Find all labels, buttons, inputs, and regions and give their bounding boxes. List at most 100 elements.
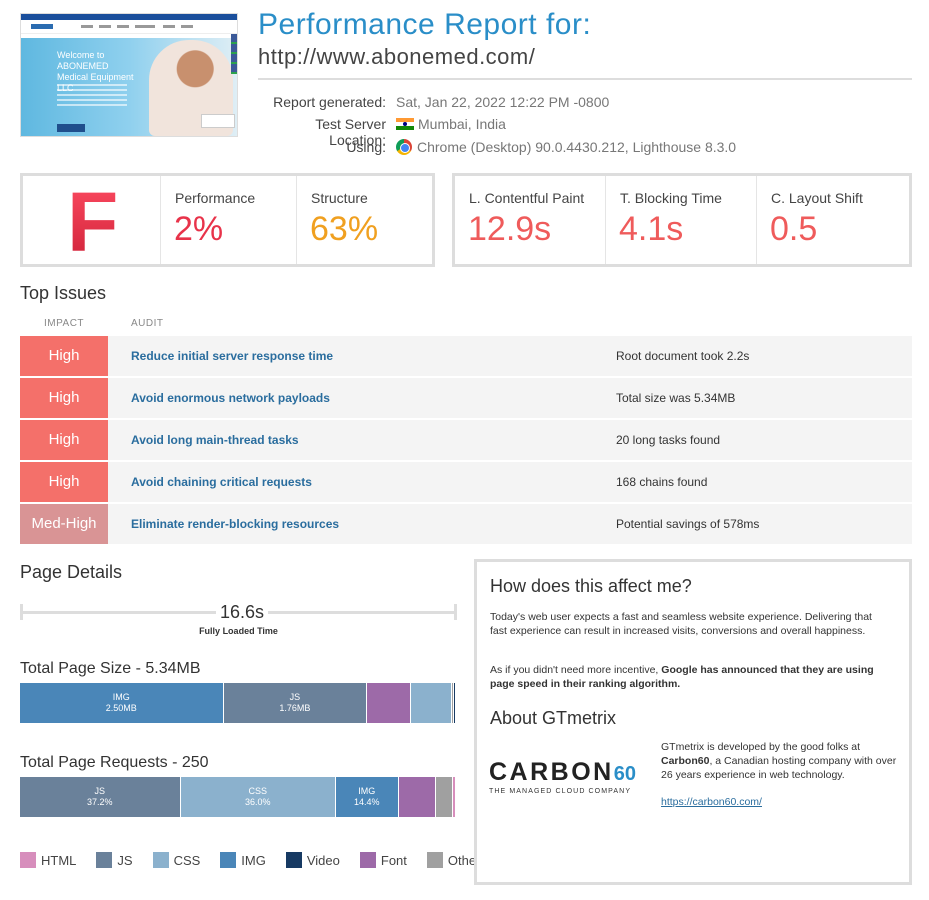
audit-title[interactable]: Avoid long main-thread tasks	[131, 433, 299, 447]
legend-item-font: Font	[359, 852, 407, 868]
about-heading: About GTmetrix	[490, 708, 617, 728]
lcp-label: L. Contentful Paint	[469, 190, 585, 206]
segment-type: CSS	[248, 786, 268, 796]
performance-value: 2%	[174, 210, 224, 248]
about-paragraph: GTmetrix is developed by the good folks …	[661, 740, 901, 782]
legend-swatch	[20, 852, 36, 868]
cls-value: 0.5	[770, 210, 818, 248]
bar-segment-font	[398, 777, 437, 817]
audit-title[interactable]: Reduce initial server response time	[131, 349, 334, 363]
about-text-c: , a Canadian hosting company with over 2…	[661, 755, 897, 781]
impact-badge: High	[20, 378, 108, 418]
bar-segment-video	[454, 683, 457, 723]
carbon60-logo: CARBON60 THE MANAGED CLOUD COMPANY	[489, 758, 636, 795]
legend-item-video: Video	[285, 852, 340, 868]
using-text: Chrome (Desktop) 90.0.4430.212, Lighthou…	[417, 139, 737, 155]
issue-row[interactable]: High Avoid chaining critical requests 16…	[20, 462, 912, 502]
segment-type: JS	[94, 786, 106, 796]
bar-segment-other	[436, 777, 454, 817]
audit-title[interactable]: Avoid enormous network payloads	[131, 391, 330, 405]
cls-label: C. Layout Shift	[771, 190, 863, 206]
legend-item-other: Other	[426, 852, 481, 868]
impact-badge: Med-High	[20, 504, 108, 544]
audit-title[interactable]: Avoid chaining critical requests	[131, 475, 312, 489]
carbon60-link[interactable]: https://carbon60.com/	[661, 796, 762, 808]
using-value: Chrome (Desktop) 90.0.4430.212, Lighthou…	[396, 139, 736, 155]
tbt-cell: T. Blocking Time 4.1s	[606, 176, 757, 264]
carbon-logo-number: 60	[613, 763, 636, 785]
issue-row[interactable]: High Avoid enormous network payloads Tot…	[20, 378, 912, 418]
legend-label: Other	[447, 852, 481, 868]
legend-swatch	[426, 852, 443, 868]
server-location-label: Test Server Location:	[315, 116, 386, 148]
audit-detail: Total size was 5.34MB	[616, 391, 736, 405]
web-vitals-panel: L. Contentful Paint 12.9s T. Blocking Ti…	[452, 173, 912, 267]
legend-label: Font	[380, 852, 407, 868]
audit-column-header: AUDIT	[131, 318, 164, 329]
audit-detail: Potential savings of 578ms	[616, 517, 760, 531]
segment-type: IMG	[112, 692, 130, 702]
header-divider	[258, 78, 912, 80]
legend-swatch	[96, 852, 113, 868]
structure-value: 63%	[310, 210, 379, 248]
grade-cell: F	[23, 175, 161, 269]
legend-item-css: CSS	[152, 852, 201, 868]
issue-row[interactable]: High Reduce initial server response time…	[20, 336, 912, 376]
legend-swatch	[220, 852, 237, 868]
server-location-text: Mumbai, India	[418, 116, 506, 132]
tbt-label: T. Blocking Time	[620, 190, 722, 206]
affect-paragraph-2: As if you didn't need more incentive, Go…	[490, 663, 890, 691]
thumbnail-nav	[21, 20, 237, 34]
legend-label: HTML	[41, 852, 77, 868]
audit-detail: Root document took 2.2s	[616, 349, 750, 363]
page-requests-bar: JS 37.2% CSS 36.0% IMG 14.4%	[20, 777, 456, 817]
structure-label: Structure	[311, 190, 368, 206]
cls-cell: C. Layout Shift 0.5	[757, 176, 909, 264]
server-location-value: Mumbai, India	[396, 116, 506, 132]
report-title: Performance Report for:	[258, 8, 592, 41]
legend-swatch	[359, 852, 376, 868]
legend-swatch	[285, 852, 302, 868]
legend-swatch	[152, 852, 169, 868]
affect-paragraph-1: Today's web user expects a fast and seam…	[490, 611, 872, 637]
segment-type: JS	[289, 692, 301, 702]
segment-value: 14.4%	[354, 797, 380, 807]
bar-segment-other	[452, 683, 455, 723]
segment-value: 2.50MB	[105, 703, 137, 713]
audit-detail: 20 long tasks found	[616, 433, 721, 447]
tbt-value: 4.1s	[619, 210, 684, 248]
bar-segment-img: IMG 14.4%	[336, 777, 399, 817]
affect-paragraph-2-bold: Google has announced that they are using…	[490, 664, 874, 690]
site-screenshot-thumbnail: Welcome to ABONEMED Medical Equipment LL…	[20, 13, 238, 137]
audit-title[interactable]: Eliminate render-blocking resources	[131, 517, 340, 531]
performance-cell: Performance 2%	[161, 176, 297, 264]
india-flag-icon	[396, 118, 414, 130]
segment-value: 1.76MB	[279, 703, 311, 713]
issue-row[interactable]: High Avoid long main-thread tasks 20 lon…	[20, 420, 912, 460]
page-size-bar: IMG 2.50MB JS 1.76MB	[20, 683, 457, 723]
audit-detail: 168 chains found	[616, 475, 708, 489]
resource-legend: HTML JS CSS IMG Video Font Other	[20, 852, 500, 868]
segment-type: IMG	[358, 786, 376, 796]
fully-loaded-value: 16.6s	[216, 602, 269, 623]
chrome-icon	[396, 139, 412, 155]
issue-row[interactable]: Med-High Eliminate render-blocking resou…	[20, 504, 912, 544]
lcp-value: 12.9s	[468, 210, 552, 248]
fully-loaded-timeline: 16.6s	[20, 600, 457, 623]
segment-value: 37.2%	[86, 797, 113, 807]
top-issues-heading: Top Issues	[20, 283, 107, 303]
fully-loaded-label: Fully Loaded Time	[199, 626, 278, 636]
structure-cell: Structure 63%	[297, 176, 432, 264]
legend-label: CSS	[173, 852, 201, 868]
report-generated-value: Sat, Jan 22, 2022 12:22 PM -0800	[396, 94, 610, 110]
using-label: Using:	[346, 139, 386, 155]
legend-item-html: HTML	[20, 852, 76, 868]
bar-segment-js: JS 1.76MB	[223, 683, 368, 723]
about-text-company: Carbon60	[661, 755, 710, 767]
grade-letter: F	[67, 175, 119, 269]
lcp-cell: L. Contentful Paint 12.9s	[455, 176, 606, 264]
bar-segment-img: IMG 2.50MB	[20, 683, 224, 723]
bar-segment-css	[411, 683, 453, 723]
affect-heading: How does this affect me?	[490, 576, 692, 596]
impact-column-header: IMPACT	[44, 318, 85, 329]
